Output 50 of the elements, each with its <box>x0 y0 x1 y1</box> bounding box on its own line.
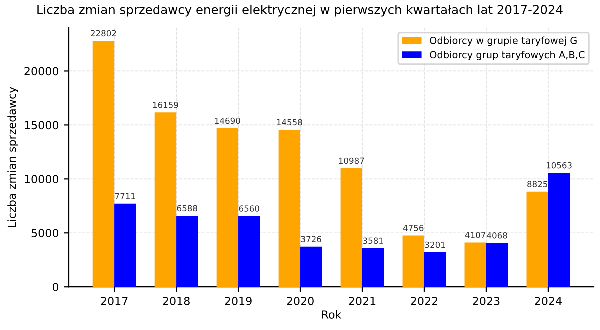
data-label: 6560 <box>239 206 260 212</box>
bar <box>340 168 362 288</box>
bar <box>238 216 260 288</box>
bar <box>92 40 115 288</box>
bar <box>424 252 446 288</box>
data-label: 16159 <box>153 102 178 108</box>
bar <box>464 242 486 288</box>
x-tick-label: 2022 <box>411 297 438 306</box>
x-axis-title: Rok <box>322 310 342 319</box>
x-tick-label: 2019 <box>225 297 252 306</box>
chart-title: Liczba zmian sprzedawcy energii elektrycznej w pierwszych kwartałach lat 2017-2024 <box>38 4 563 17</box>
y-tick-label: 10000 <box>25 175 59 184</box>
x-tick-label: 2017 <box>101 297 128 306</box>
y-tick-label: 0 <box>52 283 59 292</box>
x-tick-label: 2023 <box>473 297 500 306</box>
y-axis-title: Liczba zmian sprzedawcy <box>8 87 18 228</box>
x-tick-label: 2020 <box>287 297 314 306</box>
data-label: 10563 <box>546 162 572 169</box>
data-label: 3581 <box>363 238 384 244</box>
bar <box>176 216 198 288</box>
data-label: 10987 <box>339 158 364 164</box>
legend-label: Odbiorcy grup taryfowych A,B,C <box>430 51 585 60</box>
legend-label: Odbiorcy w grupie taryfowej G <box>430 36 577 46</box>
data-label: 4756 <box>403 225 424 232</box>
data-label: 3726 <box>301 236 322 242</box>
bar <box>216 128 239 288</box>
bar <box>114 204 136 288</box>
data-label: 14690 <box>215 118 240 124</box>
bar <box>548 173 570 288</box>
y-tick-label: 20000 <box>24 67 59 76</box>
bar <box>526 192 548 288</box>
data-label: 7711 <box>115 193 136 200</box>
data-label: 3201 <box>425 242 446 248</box>
x-tick-label: 2018 <box>163 297 190 306</box>
data-label: 4068 <box>487 232 508 239</box>
bar <box>486 243 508 288</box>
bar <box>300 246 322 288</box>
data-label: 14558 <box>277 119 302 126</box>
x-tick-label: 2021 <box>349 297 376 306</box>
x-tick-label: 2024 <box>535 297 562 306</box>
y-tick-label: 15000 <box>25 121 59 130</box>
bar <box>362 248 384 288</box>
data-label: 6588 <box>177 205 198 212</box>
y-tick-label: 5000 <box>32 229 59 238</box>
bar <box>154 112 177 288</box>
data-label: 4107 <box>465 232 486 238</box>
bar <box>402 236 424 288</box>
bar <box>278 130 301 288</box>
data-label: 22802 <box>91 30 116 37</box>
data-label: 8825 <box>528 181 548 188</box>
